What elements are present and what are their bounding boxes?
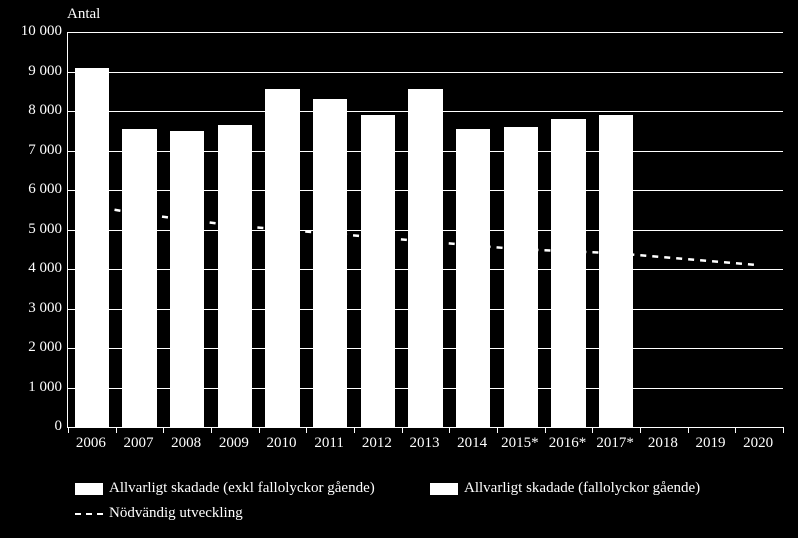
bar-chart: Antal Allvarligt skadade (exkl fallolyck… xyxy=(0,0,798,538)
bar-segment xyxy=(265,88,299,225)
bar-segment xyxy=(599,114,633,249)
x-tick-label: 2013 xyxy=(401,435,449,452)
y-tick-label: 8 000 xyxy=(7,102,62,119)
x-tick-mark xyxy=(116,427,117,433)
x-tick-label: 2006 xyxy=(67,435,115,452)
bar-segment xyxy=(551,118,585,247)
bar-segment xyxy=(313,98,347,229)
legend-item-2: Allvarligt skadade (fallolyckor gående) xyxy=(430,480,700,497)
legend-swatch-icon xyxy=(430,483,458,495)
x-tick-label: 2011 xyxy=(305,435,353,452)
x-tick-label: 2020 xyxy=(734,435,782,452)
bar-segment xyxy=(265,225,299,427)
bar-segment xyxy=(122,128,156,214)
bar-segment xyxy=(456,128,490,240)
x-tick-mark xyxy=(640,427,641,433)
x-tick-label: 2014 xyxy=(448,435,496,452)
legend-label: Nödvändig utveckling xyxy=(109,505,243,521)
x-tick-label: 2015* xyxy=(496,435,544,452)
bar-segment xyxy=(599,248,633,427)
bar-segment xyxy=(456,238,490,427)
bar-segment xyxy=(361,114,395,234)
legend-swatch-icon xyxy=(75,483,103,495)
bar-segment xyxy=(551,246,585,427)
y-tick-label: 4 000 xyxy=(7,260,62,277)
bar-segment xyxy=(75,67,109,206)
gridline xyxy=(68,32,783,33)
y-tick-label: 9 000 xyxy=(7,63,62,80)
legend-item-1: Allvarligt skadade (exkl fallolyckor gåe… xyxy=(75,480,375,497)
y-tick-label: 5 000 xyxy=(7,221,62,238)
x-tick-label: 2017* xyxy=(591,435,639,452)
y-tick-label: 1 000 xyxy=(7,379,62,396)
x-tick-mark xyxy=(211,427,212,433)
x-tick-mark xyxy=(449,427,450,433)
x-tick-mark xyxy=(354,427,355,433)
x-tick-label: 2018 xyxy=(639,435,687,452)
bar-segment xyxy=(408,88,442,237)
y-tick-label: 7 000 xyxy=(7,142,62,159)
bar-segment xyxy=(361,232,395,427)
x-tick-label: 2019 xyxy=(687,435,735,452)
bar-segment xyxy=(504,242,538,427)
x-tick-mark xyxy=(545,427,546,433)
plot-area xyxy=(67,32,783,428)
bar-segment xyxy=(122,213,156,427)
legend-item-3: Nödvändig utveckling xyxy=(75,505,243,522)
x-tick-mark xyxy=(783,427,784,433)
x-tick-mark xyxy=(688,427,689,433)
legend-label: Allvarligt skadade (exkl fallolyckor gåe… xyxy=(109,480,375,496)
bar-segment xyxy=(170,217,204,427)
x-tick-label: 2007 xyxy=(115,435,163,452)
bar-segment xyxy=(75,205,109,427)
bar-segment xyxy=(218,124,252,222)
legend-label: Allvarligt skadade (fallolyckor gående) xyxy=(464,480,700,496)
y-tick-label: 0 xyxy=(7,418,62,435)
x-tick-mark xyxy=(259,427,260,433)
bar-segment xyxy=(504,126,538,244)
y-tick-label: 2 000 xyxy=(7,339,62,356)
y-tick-label: 10 000 xyxy=(7,23,62,40)
bar-segment xyxy=(408,236,442,427)
x-tick-mark xyxy=(306,427,307,433)
x-tick-mark xyxy=(68,427,69,433)
x-tick-label: 2016* xyxy=(544,435,592,452)
x-tick-label: 2010 xyxy=(258,435,306,452)
y-tick-label: 6 000 xyxy=(7,181,62,198)
gridline xyxy=(68,72,783,73)
y-axis-title: Antal xyxy=(67,6,100,23)
x-tick-label: 2012 xyxy=(353,435,401,452)
bar-segment xyxy=(170,130,204,218)
x-tick-label: 2008 xyxy=(162,435,210,452)
x-tick-label: 2009 xyxy=(210,435,258,452)
bar-segment xyxy=(313,229,347,428)
x-tick-mark xyxy=(735,427,736,433)
y-tick-label: 3 000 xyxy=(7,300,62,317)
x-tick-mark xyxy=(497,427,498,433)
bar-segment xyxy=(218,221,252,427)
x-tick-mark xyxy=(402,427,403,433)
x-tick-mark xyxy=(163,427,164,433)
x-tick-mark xyxy=(592,427,593,433)
legend-dash-icon xyxy=(75,513,103,515)
